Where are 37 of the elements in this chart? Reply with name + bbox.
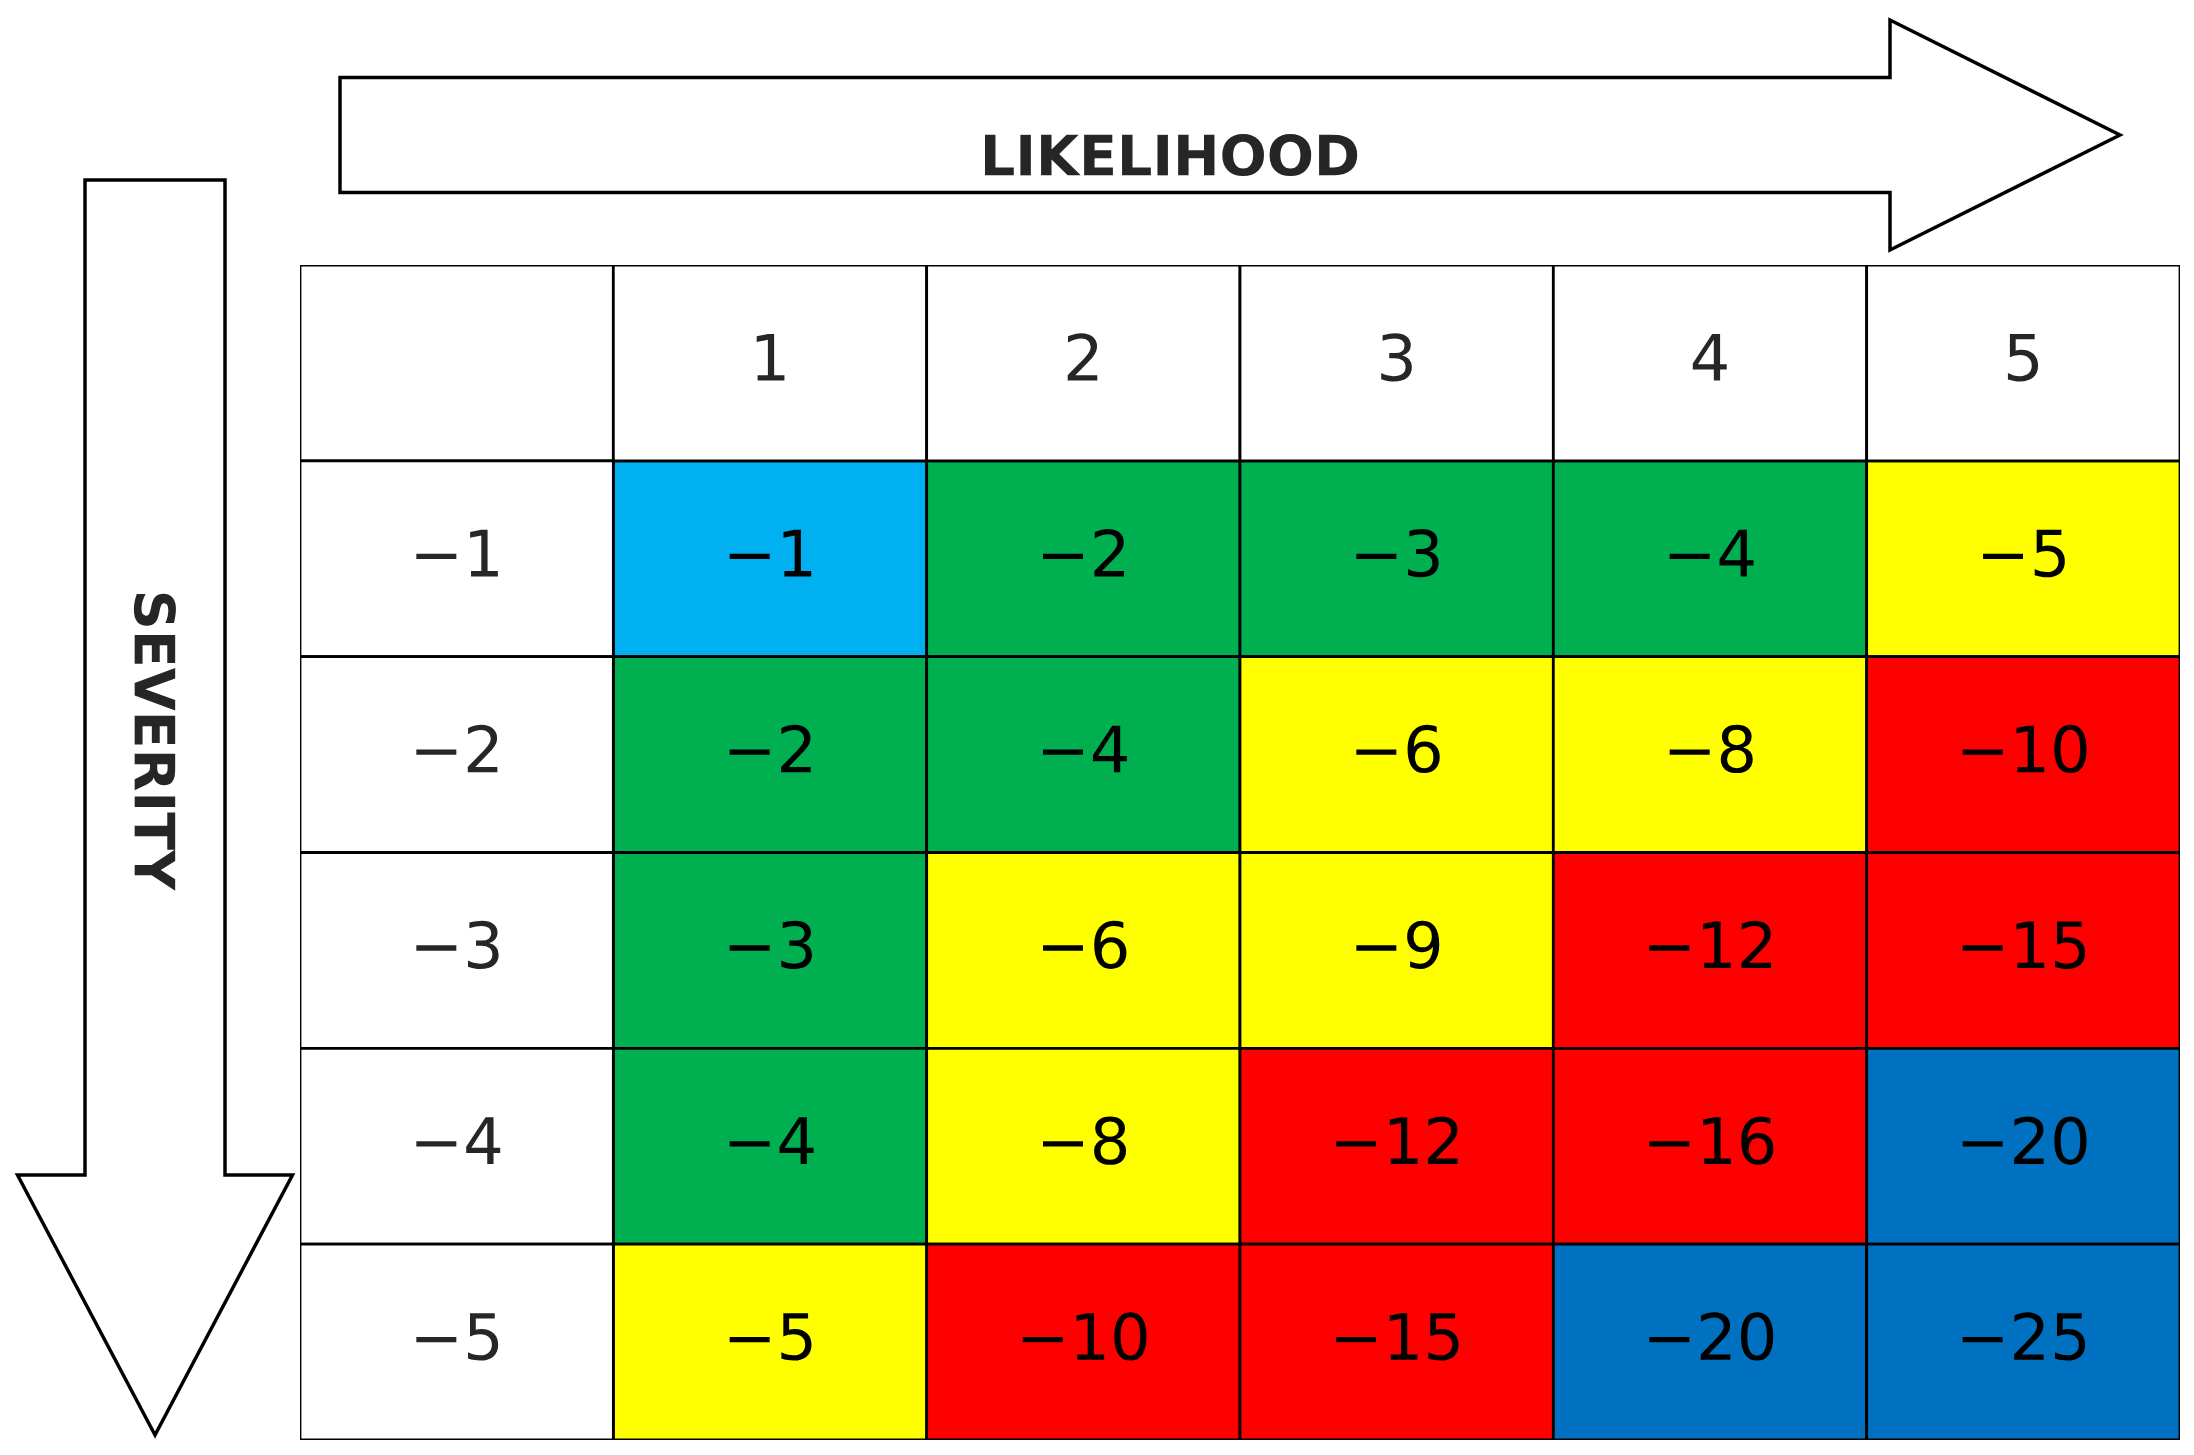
x-tick-label: 2 (1067, 333, 1098, 381)
data-label: −12 (1336, 1116, 1458, 1164)
data-label: −9 (1356, 920, 1440, 969)
data-label: −20 (1649, 1312, 1774, 1361)
x-tick-label: 5 (2007, 333, 2039, 382)
y-tick-label: −1 (416, 529, 498, 577)
data-label: −4 (1043, 725, 1127, 773)
data-label: −4 (1669, 529, 1754, 577)
y-tick-label: −3 (416, 920, 499, 969)
x-tick-label: 4 (1692, 333, 1727, 381)
data-label: −16 (1649, 1116, 1774, 1165)
x-axis-title: LIKELIHOOD (985, 134, 1358, 177)
data-label: −3 (1356, 528, 1439, 578)
data-label: −15 (1962, 921, 2086, 969)
x-tick-label: 1 (756, 333, 785, 381)
y-tick-label: −2 (416, 724, 498, 773)
data-label: −4 (729, 1117, 814, 1164)
data-label: −15 (1336, 1313, 1459, 1361)
data-label: −5 (729, 1313, 812, 1361)
data-label: −5 (1983, 529, 2065, 578)
data-label: −6 (1356, 724, 1440, 774)
data-label: −3 (729, 920, 812, 969)
data-label: −2 (729, 724, 811, 773)
x-tick-label: 3 (1381, 333, 1412, 382)
data-label: −2 (1043, 528, 1125, 577)
data-label: −10 (1022, 1312, 1147, 1361)
data-label: −20 (1962, 1116, 2087, 1165)
data-label: −25 (1962, 1312, 2086, 1361)
y-tick-label: −5 (416, 1313, 499, 1361)
data-label: −8 (1043, 1116, 1127, 1165)
data-label: −10 (1962, 724, 2087, 774)
data-label: −12 (1649, 920, 1772, 969)
y-axis-title: SEVERITY (133, 593, 176, 891)
data-label: −6 (1043, 920, 1127, 969)
data-label: −1 (729, 529, 812, 577)
y-tick-label: −4 (416, 1117, 501, 1164)
data-label: −8 (1669, 724, 1753, 774)
